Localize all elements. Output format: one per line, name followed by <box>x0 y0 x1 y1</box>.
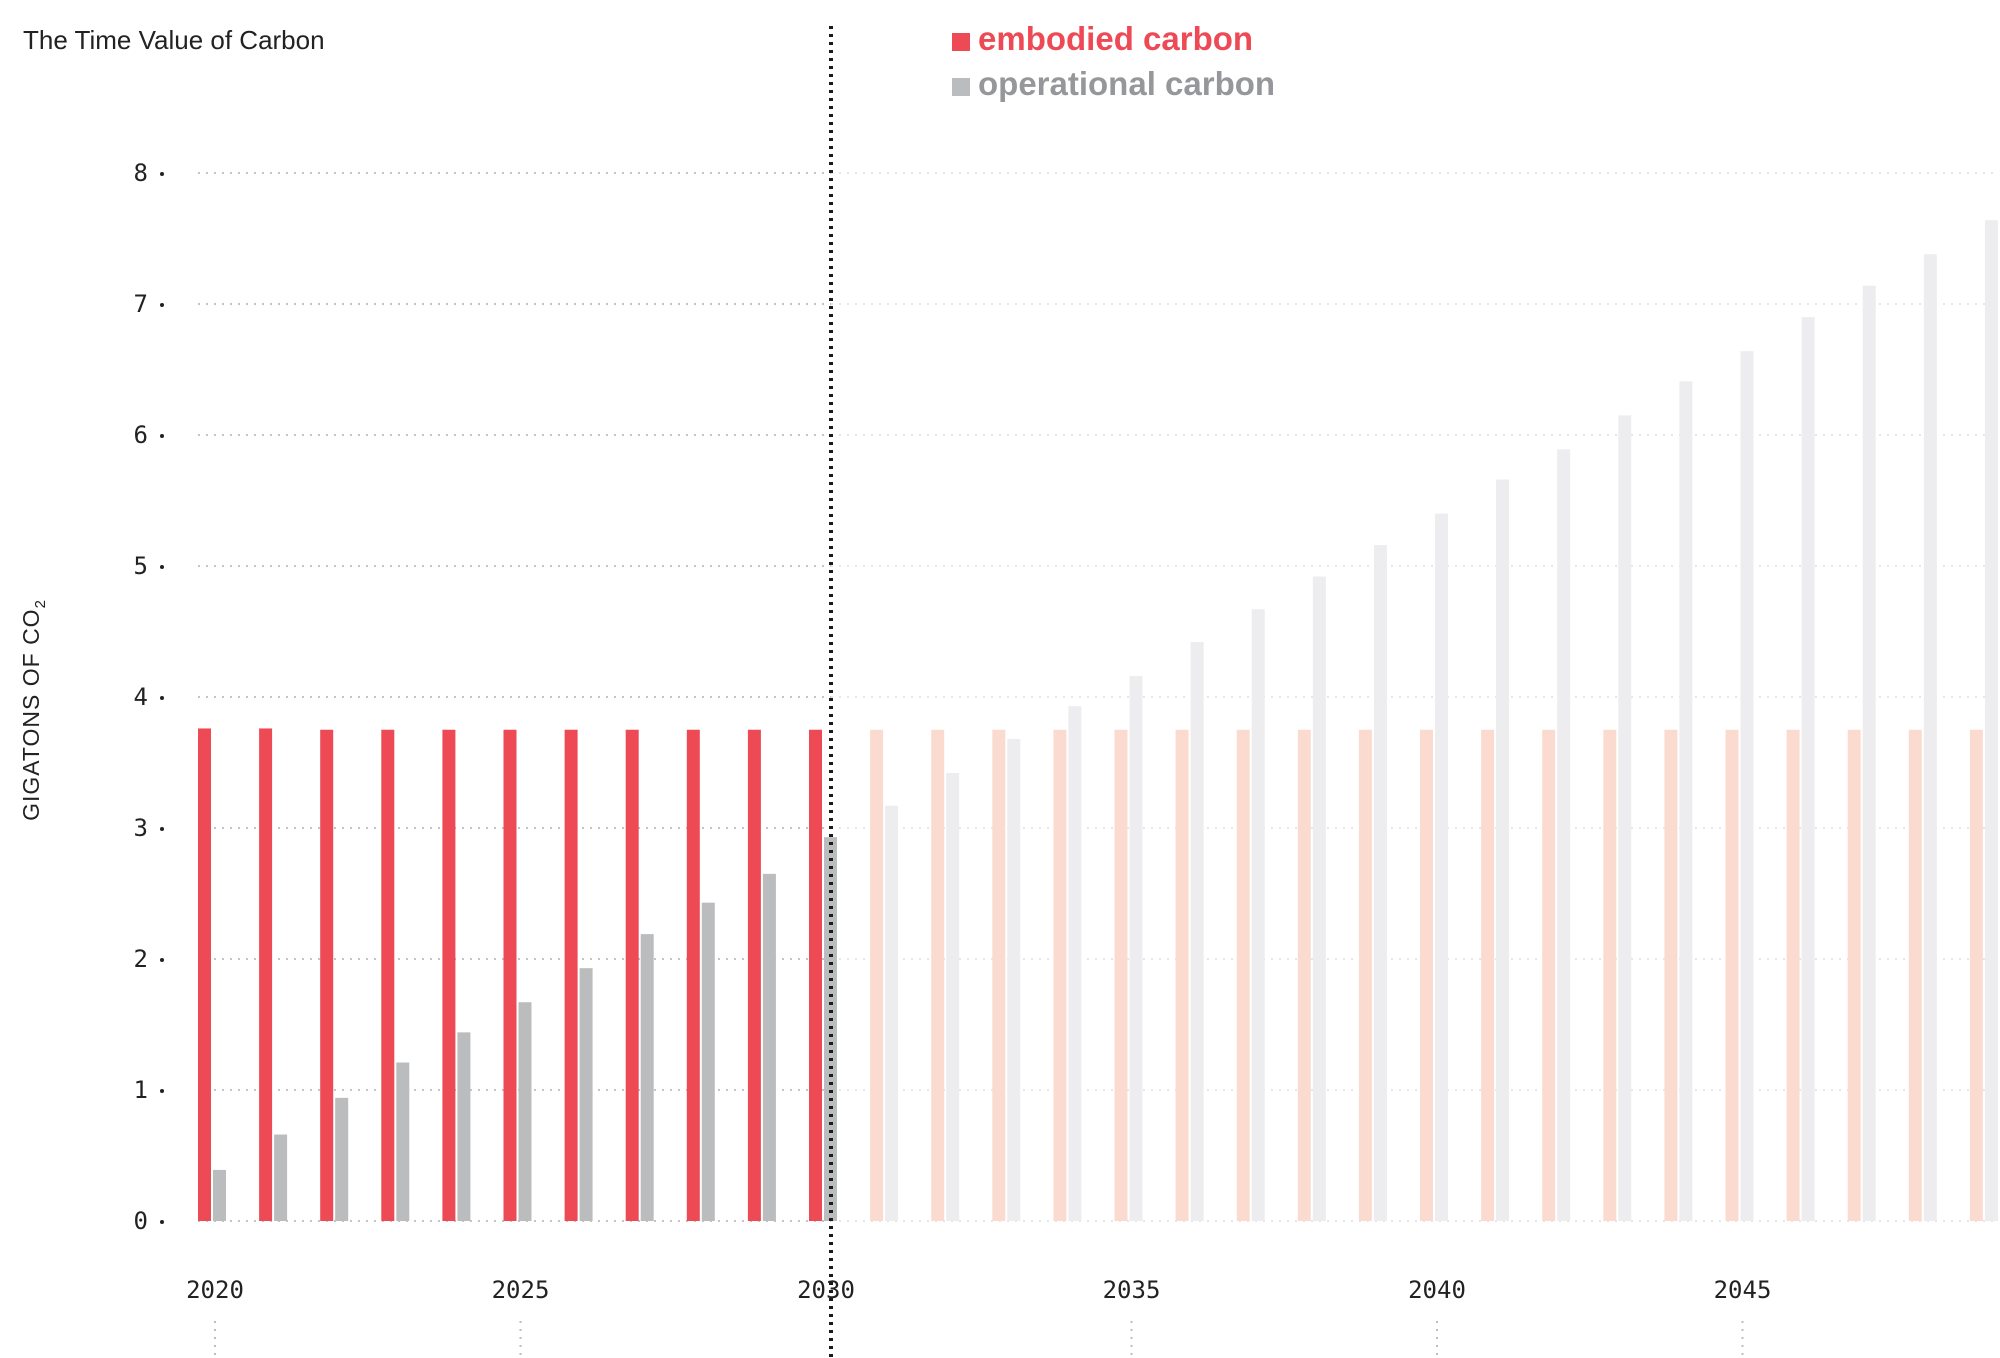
bar-operational-2030 <box>824 837 837 1221</box>
bar-operational-2043 <box>1618 415 1632 1222</box>
legend-swatch-operational-carbon <box>952 78 970 96</box>
y-tick-dot <box>160 827 164 831</box>
y-tick-label: 0 <box>134 1207 148 1235</box>
bar-operational-2037 <box>1251 609 1265 1221</box>
bar-operational-2041 <box>1496 479 1510 1221</box>
y-tick-dot <box>160 172 164 176</box>
y-tick-dot <box>160 1220 164 1224</box>
bar-operational-2023 <box>396 1062 410 1221</box>
y-tick-label: 2 <box>134 945 148 973</box>
y-tick-label: 8 <box>134 159 148 187</box>
bar-embodied-2020 <box>198 728 211 1221</box>
y-tick-label: 6 <box>134 421 148 449</box>
bar-embodied-2042 <box>1542 729 1556 1221</box>
bar-operational-2024 <box>457 1032 471 1221</box>
y-tick-label: 1 <box>134 1076 148 1104</box>
bar-embodied-2028 <box>686 729 700 1221</box>
bar-embodied-2045 <box>1725 729 1739 1221</box>
bar-operational-2048 <box>1923 254 1937 1222</box>
x-tick-label: 2030 <box>797 1276 855 1304</box>
y-tick-dot <box>160 958 164 962</box>
bar-operational-2033 <box>1007 738 1021 1221</box>
bar-operational-2021 <box>274 1134 288 1221</box>
y-tick-label: 7 <box>134 290 148 318</box>
y-tick-dot <box>160 696 164 700</box>
bar-embodied-2030 <box>809 729 822 1221</box>
y-tick-label: 4 <box>134 683 148 711</box>
y-axis-label-main: GIGATONS OF CO <box>18 608 44 821</box>
bar-embodied-2035 <box>1114 729 1128 1221</box>
y-tick-dot <box>160 303 164 307</box>
bar-operational-2032 <box>946 772 960 1221</box>
bar-embodied-2036 <box>1175 729 1189 1221</box>
y-tick-label: 5 <box>134 552 148 580</box>
x-tick-label: 2040 <box>1408 1276 1466 1304</box>
y-tick-dot <box>160 565 164 569</box>
gridlines <box>198 172 1997 1222</box>
bar-embodied-2025 <box>503 729 517 1221</box>
bar-embodied-2022 <box>320 729 334 1221</box>
x-tick-label: 2020 <box>186 1276 244 1304</box>
x-tick-label: 2035 <box>1103 1276 1161 1304</box>
bar-embodied-2049 <box>1969 729 1983 1221</box>
bar-operational-2022 <box>335 1097 349 1221</box>
y-axis-label-subscript: 2 <box>32 599 49 608</box>
bar-operational-2020 <box>213 1169 226 1221</box>
bar-embodied-2023 <box>381 729 395 1221</box>
bar-operational-2038 <box>1312 576 1326 1221</box>
bars <box>198 220 1998 1222</box>
y-tick-dot <box>160 434 164 438</box>
bar-embodied-2043 <box>1603 729 1617 1221</box>
bar-embodied-2033 <box>992 729 1006 1221</box>
y-tick-label: 3 <box>134 814 148 842</box>
y-axis-ticks: 0 1 2 3 4 5 6 7 8 <box>134 159 164 1235</box>
bar-operational-2044 <box>1679 381 1693 1221</box>
bar-embodied-2027 <box>625 729 639 1221</box>
y-tick-dot <box>160 1089 164 1093</box>
bar-operational-2028 <box>701 902 715 1221</box>
bar-operational-2036 <box>1190 641 1204 1221</box>
bar-operational-2049 <box>1984 220 1998 1221</box>
bar-operational-2046 <box>1801 317 1815 1222</box>
bar-operational-2026 <box>579 968 593 1221</box>
bar-embodied-2024 <box>442 729 456 1221</box>
bar-operational-2047 <box>1862 285 1876 1221</box>
legend-label-operational-carbon: operational carbon <box>978 65 1275 102</box>
bar-embodied-2031 <box>870 729 884 1221</box>
bar-embodied-2044 <box>1664 729 1678 1221</box>
legend-label-embodied-carbon: embodied carbon <box>978 20 1253 57</box>
x-axis-ticks: 2020 2025 2030 2035 2040 2045 <box>186 1276 1771 1358</box>
bar-operational-2031 <box>885 805 899 1221</box>
bar-operational-2042 <box>1557 449 1571 1221</box>
bar-embodied-2034 <box>1053 729 1067 1221</box>
bar-operational-2035 <box>1129 676 1143 1221</box>
bar-operational-2027 <box>640 934 654 1221</box>
bar-operational-2025 <box>518 1002 532 1221</box>
bar-embodied-2048 <box>1908 729 1922 1221</box>
bar-embodied-2046 <box>1786 729 1800 1221</box>
bar-embodied-2029 <box>747 729 761 1221</box>
bar-embodied-2021 <box>259 728 273 1221</box>
x-tick-label: 2045 <box>1714 1276 1772 1304</box>
legend-swatch-embodied-carbon <box>952 33 970 51</box>
bar-embodied-2026 <box>564 729 578 1221</box>
bar-embodied-2039 <box>1358 729 1372 1221</box>
chart-title: The Time Value of Carbon <box>23 25 325 55</box>
bar-embodied-2037 <box>1236 729 1250 1221</box>
legend: embodied carbon operational carbon <box>952 20 1275 102</box>
bar-operational-2039 <box>1373 545 1387 1221</box>
bar-embodied-2032 <box>931 729 945 1221</box>
bar-operational-2034 <box>1068 706 1082 1221</box>
bar-operational-2045 <box>1740 351 1754 1221</box>
bar-operational-2040 <box>1435 513 1448 1221</box>
bar-embodied-2040 <box>1420 729 1433 1221</box>
bar-operational-2029 <box>762 873 776 1221</box>
y-axis-label: GIGATONS OF CO2 <box>18 599 49 821</box>
bar-embodied-2047 <box>1847 729 1861 1221</box>
x-tick-label: 2025 <box>492 1276 550 1304</box>
bar-embodied-2041 <box>1481 729 1495 1221</box>
bar-embodied-2038 <box>1297 729 1311 1221</box>
